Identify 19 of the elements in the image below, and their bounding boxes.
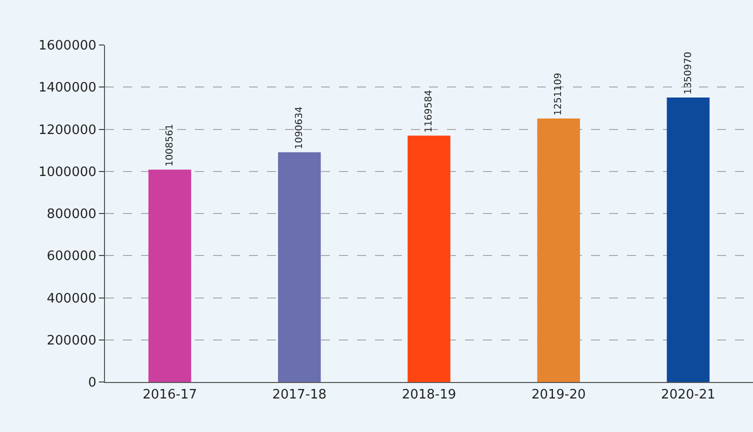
y-tick-label: 800000 <box>46 207 96 222</box>
data-label: 1169584 <box>424 90 435 133</box>
data-label: 1251109 <box>553 72 564 116</box>
x-tick-label: 2019-20 <box>531 388 586 403</box>
y-tick-label: 0 <box>88 376 96 391</box>
y-tick-label: 400000 <box>46 291 96 306</box>
x-tick-label: 2017-18 <box>272 388 327 403</box>
y-tick-label: 200000 <box>46 333 96 348</box>
x-tick-label: 2020-21 <box>661 388 716 403</box>
y-tick-label: 1600000 <box>38 38 96 54</box>
x-tick-label: 2018-19 <box>402 388 456 403</box>
data-label: 1008561 <box>164 124 176 167</box>
data-label: 1350970 <box>682 52 694 94</box>
y-tick-label: 1400000 <box>38 80 96 96</box>
y-tick-label: 1200000 <box>38 122 96 138</box>
data-label: 1090634 <box>294 106 305 150</box>
y-tick-label: 600000 <box>46 249 96 264</box>
y-tick-label: 1000000 <box>38 164 96 180</box>
x-tick-label: 2016-17 <box>142 388 197 403</box>
